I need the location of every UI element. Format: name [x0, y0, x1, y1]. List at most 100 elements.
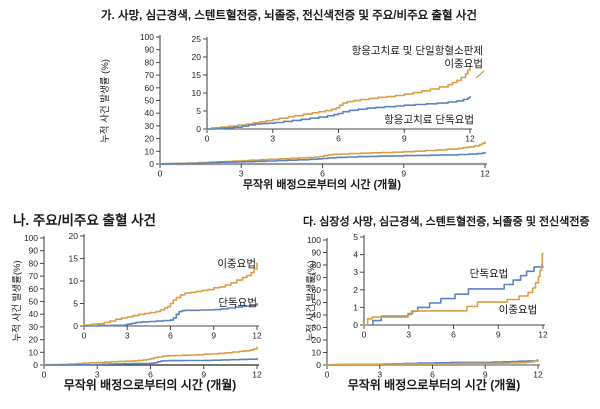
- x-tick-label: 9: [401, 169, 406, 179]
- panel-a-dual-therapy-label-line2: 이중요법: [444, 58, 483, 70]
- y-tick-label: 10: [192, 88, 202, 98]
- x-tick-label: 3: [377, 370, 382, 380]
- x-tick-label: 0: [325, 370, 330, 380]
- y-tick-label: 4: [353, 250, 358, 260]
- panel-b-title: 나. 주요/비주요 출혈 사건: [13, 212, 156, 228]
- y-tick-label: 100: [24, 233, 38, 243]
- panel-a-main-mono-curve: [159, 151, 486, 165]
- x-tick-label: 3: [125, 331, 130, 341]
- y-tick-label: 2: [353, 285, 358, 295]
- panel-a-inset-plot: 0 5 10 15 20 25 0 3 6 9 12: [192, 34, 475, 144]
- x-tick-label: 9: [211, 331, 216, 341]
- y-tick-label: 60: [29, 284, 39, 294]
- y-tick-label: 50: [145, 96, 155, 106]
- panel-c-inset-mono-curve: [363, 266, 544, 326]
- y-tick-label: 15: [69, 254, 79, 264]
- panel-c-main-dual-curve: [326, 359, 539, 366]
- y-tick-label: 0: [33, 360, 38, 370]
- panel-a-title: 가. 사망, 심근경색, 스텐트혈전증, 뇌졸중, 전신색전증 및 주요/비주요…: [101, 8, 477, 22]
- panel-a-x-axis-label: 무작위 배정으로부터의 시간 (개월): [243, 177, 402, 191]
- y-tick-label: 50: [29, 297, 39, 307]
- panel-b-y-axis-label: 누적 사건 발생률(%): [11, 260, 23, 341]
- y-tick-label: 90: [145, 45, 155, 55]
- y-tick-label: 20: [312, 335, 322, 345]
- y-tick-label: 3: [353, 267, 358, 277]
- y-tick-label: 20: [192, 52, 202, 62]
- x-tick-label: 0: [158, 169, 163, 179]
- panel-a-y-axis-label: 누적 사건 발생률 (%): [99, 59, 111, 143]
- panel-c-dual-therapy-label: 이중요법: [499, 304, 538, 316]
- panel-b-dual-therapy-label: 이중요법: [217, 258, 256, 270]
- x-tick-label: 9: [483, 370, 488, 380]
- panel-c-inset-dual-curve: [363, 252, 544, 326]
- x-tick-label: 9: [496, 330, 501, 340]
- panel-b-x-axis-label: 무작위 배정으로부터의 시간 (개월): [64, 377, 237, 392]
- x-tick-label: 12: [533, 370, 543, 380]
- x-tick-label: 12: [480, 169, 490, 179]
- x-tick-label: 3: [270, 134, 275, 144]
- panel-c-x-axis-label: 무작위 배정으로부터의 시간 (개월): [348, 377, 521, 392]
- y-tick-label: 0: [149, 159, 154, 169]
- x-tick-label: 0: [362, 330, 367, 340]
- panel-a-inset-mono-curve: [206, 95, 471, 130]
- y-tick-label: 90: [29, 246, 39, 256]
- y-tick-label: 30: [29, 322, 39, 332]
- x-tick-label: 0: [82, 331, 87, 341]
- y-tick-label: 20: [69, 231, 79, 241]
- y-tick-label: 40: [145, 108, 155, 118]
- x-tick-label: 6: [451, 330, 456, 340]
- panel-b: 나. 주요/비주요 출혈 사건 누적 사건 발생률(%) 무작위 배정으로부터의…: [11, 212, 262, 392]
- x-tick-label: 6: [336, 134, 341, 144]
- panel-b-inset-plot: 0 5 10 15 20 0 3 6 9 12: [69, 231, 262, 341]
- panel-c-y-axis-label: 누적 사건 발생률(%): [305, 260, 317, 341]
- x-tick-label: 6: [430, 370, 435, 380]
- panel-b-main-mono-curve: [43, 357, 258, 366]
- x-tick-label: 12: [252, 370, 262, 380]
- y-tick-label: 60: [312, 285, 322, 295]
- x-tick-label: 3: [95, 370, 100, 380]
- y-tick-label: 25: [192, 34, 202, 44]
- y-tick-label: 0: [353, 320, 358, 330]
- y-tick-label: 80: [145, 57, 155, 67]
- panel-c-title: 다. 심장성 사망, 심근경색, 스텐트혈전증, 뇌졸중 및 전신색전증: [303, 214, 590, 228]
- y-tick-label: 10: [312, 348, 322, 358]
- y-tick-label: 10: [145, 146, 155, 156]
- x-tick-label: 6: [320, 169, 325, 179]
- y-tick-label: 20: [145, 134, 155, 144]
- x-tick-label: 12: [252, 331, 262, 341]
- y-tick-label: 40: [312, 310, 322, 320]
- panel-a-monotherapy-label: 항응고치료 단독요법: [384, 114, 474, 126]
- y-tick-label: 5: [353, 232, 358, 242]
- panel-a-dual-label-leader-line: [475, 70, 485, 79]
- y-tick-label: 60: [145, 83, 155, 93]
- y-tick-label: 15: [192, 70, 202, 80]
- y-tick-label: 5: [196, 106, 201, 116]
- y-tick-label: 30: [145, 121, 155, 131]
- y-tick-label: 10: [29, 347, 39, 357]
- x-tick-label: 3: [239, 169, 244, 179]
- x-tick-label: 12: [538, 330, 548, 340]
- x-tick-label: 12: [465, 134, 475, 144]
- panel-a-inset-dual-curve: [206, 65, 471, 130]
- y-tick-label: 20: [29, 335, 39, 345]
- panel-c: 다. 심장성 사망, 심근경색, 스텐트혈전증, 뇌졸중 및 전신색전증 누적 …: [303, 214, 590, 392]
- y-tick-label: 1: [353, 302, 358, 312]
- y-tick-label: 0: [316, 360, 321, 370]
- panel-b-monotherapy-label: 단독요법: [218, 297, 257, 309]
- x-tick-label: 9: [201, 370, 206, 380]
- y-tick-label: 80: [29, 258, 39, 268]
- y-tick-label: 70: [145, 70, 155, 80]
- x-tick-label: 0: [42, 370, 47, 380]
- y-tick-label: 100: [307, 235, 321, 245]
- y-tick-label: 50: [312, 298, 322, 308]
- y-tick-label: 80: [312, 260, 322, 270]
- y-tick-label: 70: [29, 271, 39, 281]
- panel-a-main-dual-curve: [159, 141, 486, 165]
- y-tick-label: 0: [73, 321, 78, 331]
- panel-b-inset-mono-curve: [83, 302, 258, 327]
